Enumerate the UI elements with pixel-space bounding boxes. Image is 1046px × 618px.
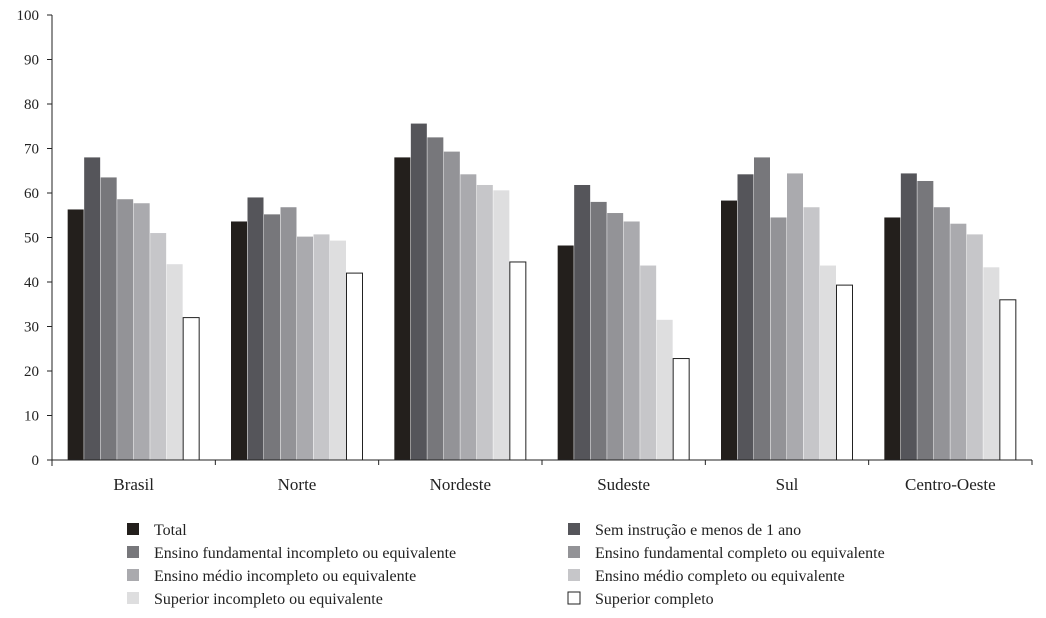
y-tick-label: 70	[24, 142, 39, 158]
legend-swatch	[127, 546, 139, 558]
bar	[166, 264, 183, 460]
bar	[966, 234, 983, 460]
x-axis: Brasil Norte Nordeste Sudeste Sul Centro-Oest…	[52, 459, 1033, 494]
x-tick-label: Brasil	[113, 475, 154, 494]
x-tick-label: Norte	[278, 475, 317, 494]
bar	[100, 177, 117, 461]
bar	[476, 184, 493, 461]
y-tick-label: 50	[24, 231, 39, 247]
legend-label: Ensino médio incompleto ou equivalente	[154, 568, 416, 585]
y-tick-label: 0	[32, 453, 40, 469]
x-tick-label: Sudeste	[597, 475, 650, 494]
bar	[117, 199, 134, 461]
bar	[313, 234, 330, 460]
bar	[410, 123, 427, 460]
bar	[67, 209, 84, 460]
bar	[427, 137, 444, 460]
legend-label: Total	[154, 522, 187, 539]
bar	[623, 221, 640, 460]
bar	[933, 207, 950, 460]
bar	[754, 157, 770, 460]
bar	[133, 203, 150, 461]
y-axis: 0 10 20 30 40 50 60 70 80 90 100	[17, 8, 53, 469]
bar	[770, 217, 787, 460]
bar	[182, 317, 200, 461]
legend-label: Superior completo	[595, 591, 714, 608]
x-tick-label: Nordeste	[430, 475, 491, 494]
bar	[917, 180, 934, 461]
legend-swatch	[127, 523, 139, 535]
bar	[394, 157, 411, 460]
bar	[557, 245, 574, 460]
bar	[787, 173, 803, 461]
bar	[509, 261, 527, 461]
y-tick-label: 10	[24, 409, 39, 425]
bar	[721, 200, 737, 460]
x-tick-label: Sul	[776, 475, 799, 494]
legend-label: Ensino fundamental incompleto ou equival…	[154, 545, 456, 562]
bar	[884, 217, 901, 460]
bar	[656, 319, 673, 460]
bar	[820, 265, 836, 460]
legend-swatch	[568, 569, 580, 581]
x-tick-label: Centro-Oeste	[905, 475, 996, 494]
bar	[443, 151, 460, 461]
bar	[607, 213, 624, 460]
legend-swatch	[567, 591, 581, 605]
bar	[590, 201, 607, 460]
bar	[297, 236, 313, 460]
bars	[67, 123, 1017, 461]
y-tick-label: 100	[17, 8, 40, 24]
legend-label: Ensino médio completo ou equivalente	[595, 568, 845, 585]
legend-swatch	[568, 546, 580, 558]
bar	[803, 207, 820, 460]
bar	[150, 233, 167, 460]
legend-swatch	[127, 569, 139, 581]
bar	[493, 190, 510, 460]
bar	[231, 221, 247, 460]
legend-swatch	[568, 523, 580, 535]
y-tick-label: 20	[24, 364, 39, 380]
bar	[737, 174, 754, 460]
bar	[950, 223, 967, 460]
legend-label: Sem instrução e menos de 1 ano	[595, 522, 801, 539]
bar	[264, 214, 280, 460]
legend-label: Superior incompleto ou equivalente	[154, 591, 383, 608]
bar	[330, 240, 346, 460]
y-tick-label: 80	[24, 97, 39, 113]
bar	[983, 267, 1000, 460]
y-tick-label: 60	[24, 186, 39, 202]
bar	[574, 184, 591, 461]
legend-swatch	[127, 592, 139, 604]
y-tick-label: 90	[24, 53, 39, 69]
bar	[836, 284, 853, 461]
bar	[247, 197, 264, 460]
bar	[346, 272, 363, 461]
legend-label: Ensino fundamental completo ou equivalen…	[595, 545, 885, 562]
bar	[672, 358, 690, 461]
bar	[280, 207, 297, 460]
bar	[640, 265, 657, 460]
legend: Total Sem instrução e menos de 1 ano Ensin…	[127, 522, 885, 608]
bar	[460, 174, 477, 460]
bar	[999, 299, 1017, 461]
bar	[900, 173, 917, 461]
y-tick-label: 40	[24, 275, 39, 291]
bar	[84, 157, 101, 460]
y-tick-label: 30	[24, 320, 39, 336]
